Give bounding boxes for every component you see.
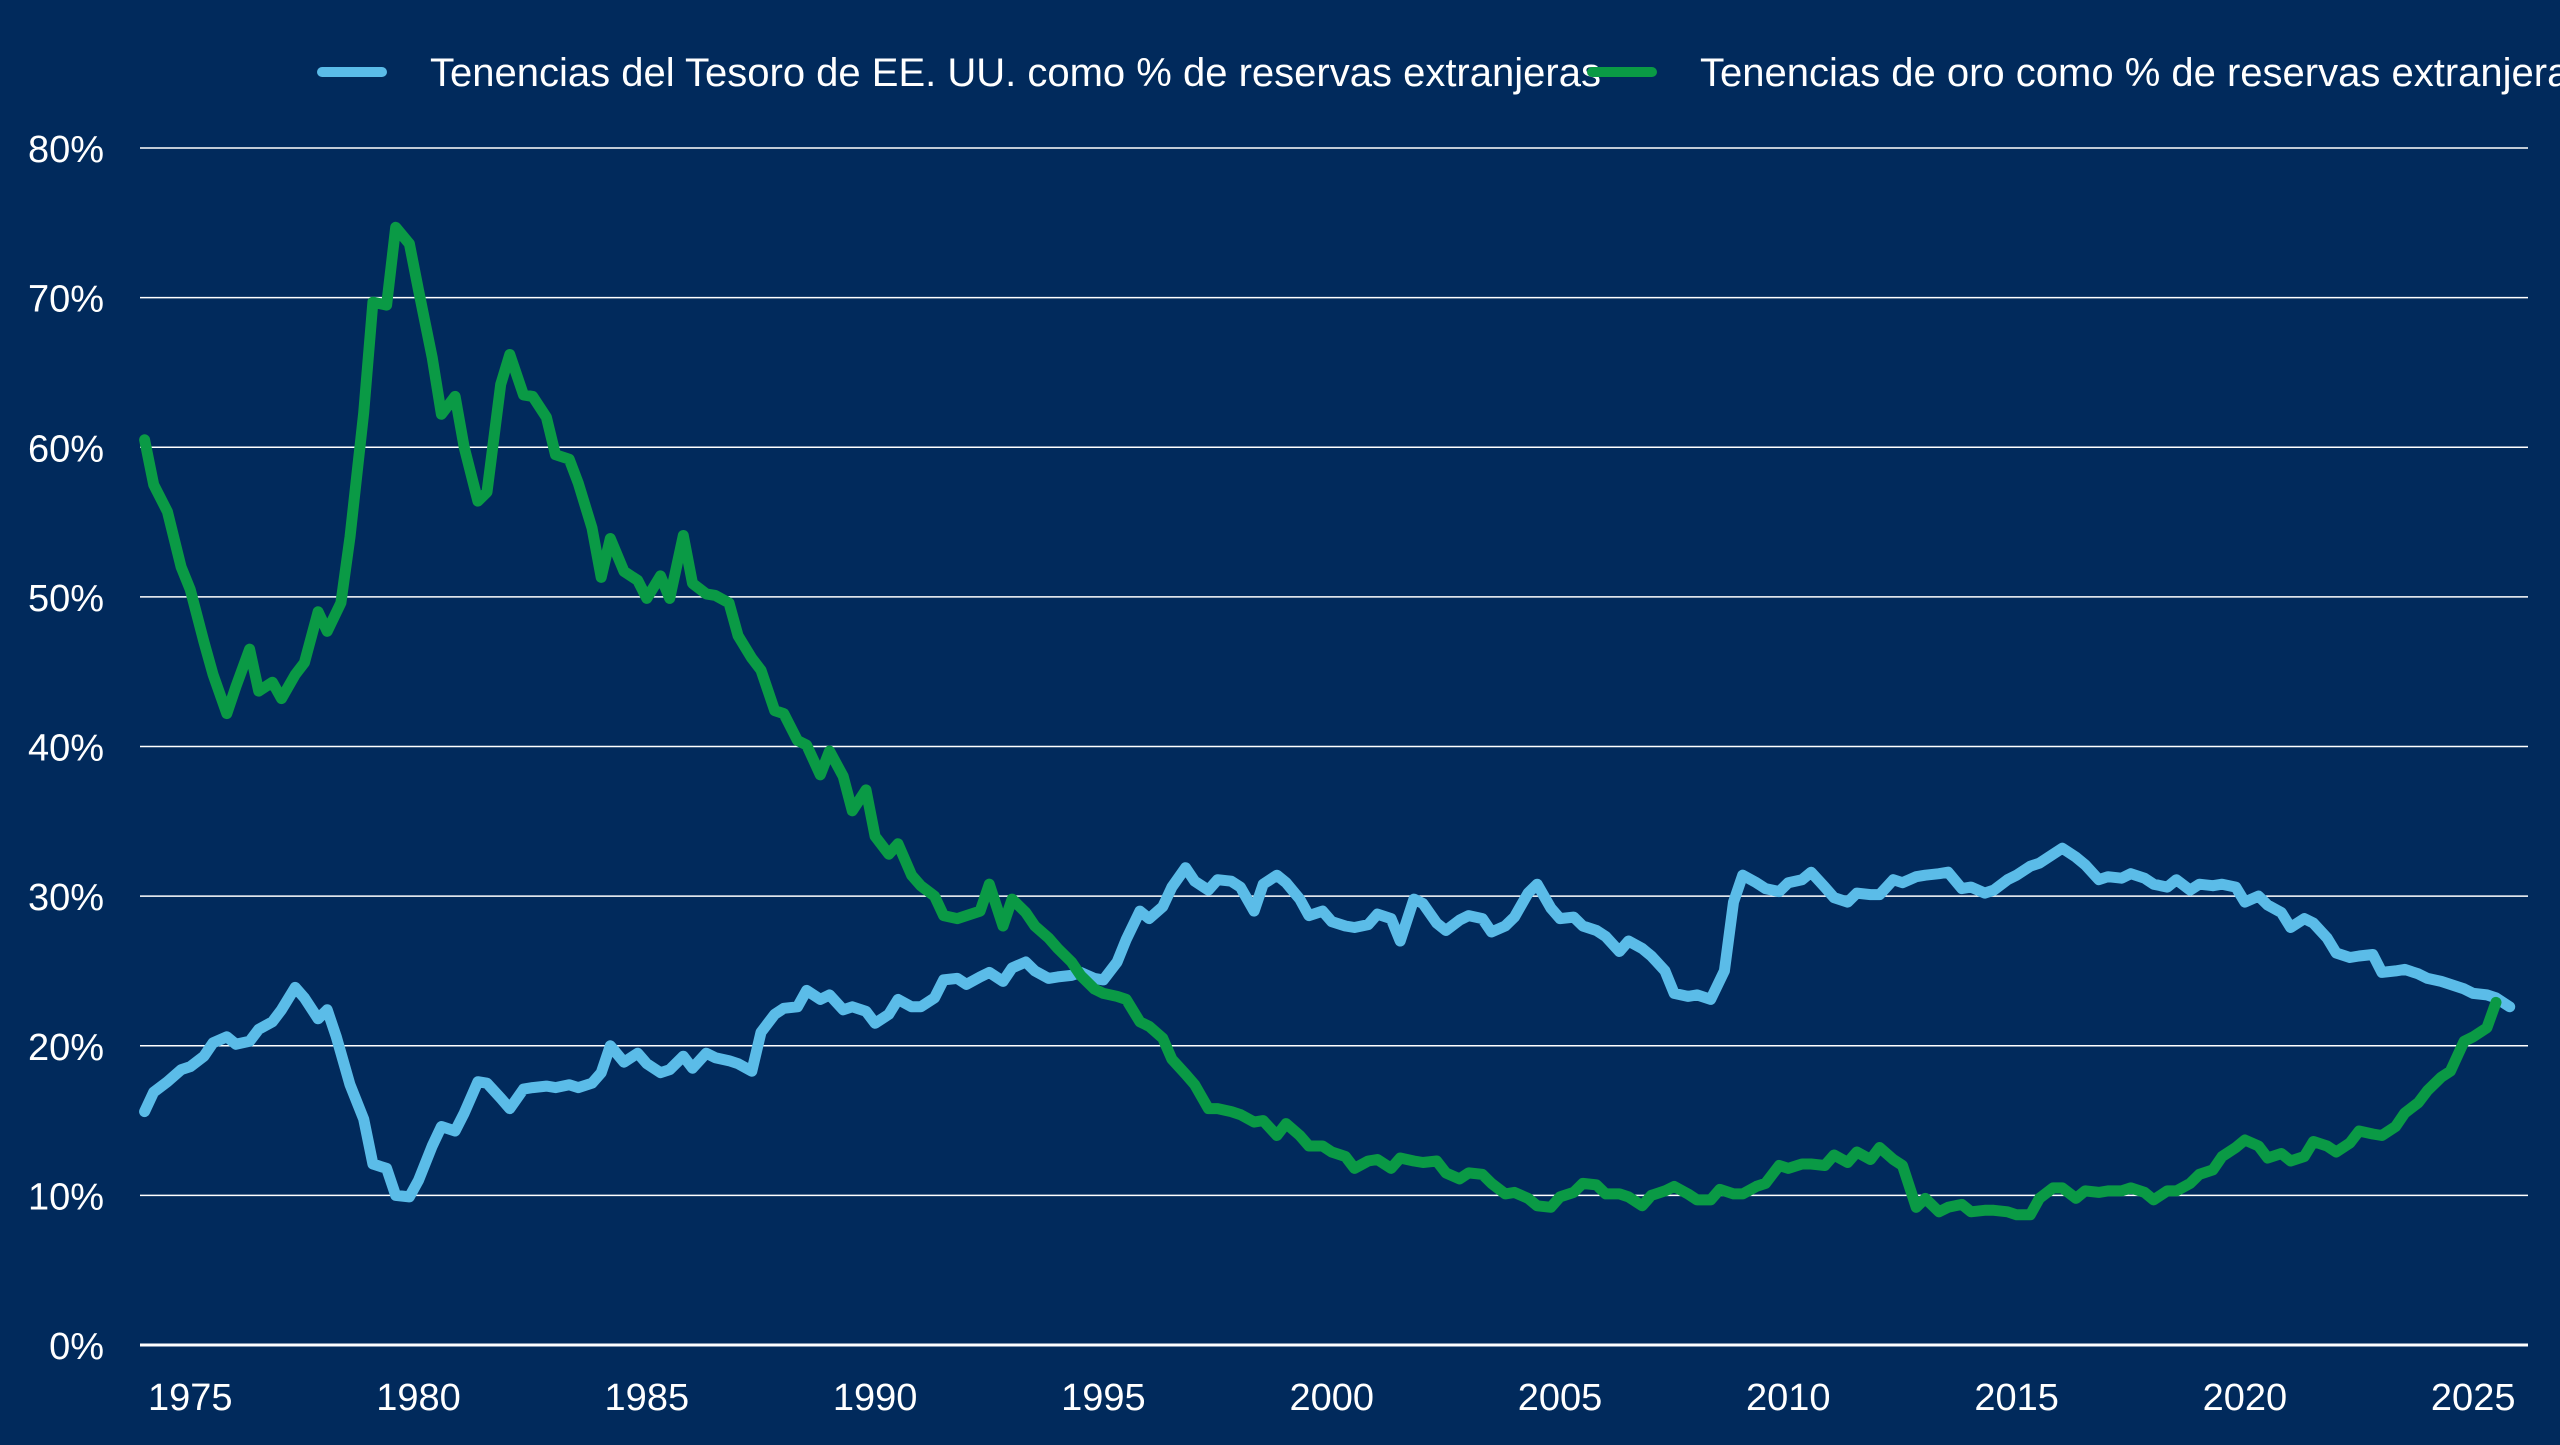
y-tick-label: 60%: [28, 428, 104, 470]
legend-item-gold[interactable]: Tenencias de oro como % de reservas extr…: [1587, 51, 2560, 95]
y-tick-label: 70%: [28, 279, 104, 321]
y-tick-label: 0%: [49, 1326, 104, 1368]
y-tick-label: 40%: [28, 728, 104, 770]
legend-label-treasury: Tenencias del Tesoro de EE. UU. como % d…: [430, 51, 1601, 95]
y-tick-label: 20%: [28, 1027, 104, 1069]
series-line-treasury: [139, 842, 2516, 1203]
x-tick-label: 2000: [1289, 1377, 1374, 1419]
x-tick-label: 2020: [2203, 1377, 2288, 1419]
y-tick-label: 50%: [28, 578, 104, 620]
gridlines: [140, 147, 2528, 1347]
x-tick-label: 1975: [148, 1377, 233, 1419]
x-tick-label: 2015: [1974, 1377, 2059, 1419]
x-tick-label: 2010: [1746, 1377, 1831, 1419]
legend-item-treasury[interactable]: Tenencias del Tesoro de EE. UU. como % d…: [317, 51, 1601, 95]
x-tick-label: 2025: [2431, 1377, 2516, 1419]
y-tick-label: 80%: [28, 129, 104, 171]
legend-label-gold: Tenencias de oro como % de reservas extr…: [1700, 51, 2560, 95]
x-tick-label: 1985: [605, 1377, 690, 1419]
x-tick-label: 2005: [1518, 1377, 1603, 1419]
series-lines: [139, 221, 2516, 1221]
y-tick-label: 30%: [28, 877, 104, 919]
series-line-gold: [139, 221, 2502, 1221]
x-tick-label: 1980: [376, 1377, 461, 1419]
x-axis: 1975 1980 1985 1990 1995 2000 2005 2010 2015 2020…: [148, 1377, 2516, 1419]
legend: Tenencias del Tesoro de EE. UU. como % d…: [317, 51, 2560, 95]
y-axis: 0% 10% 20% 30% 40% 50% 60% 70% 80%: [28, 129, 104, 1368]
y-tick-label: 10%: [28, 1176, 104, 1218]
x-tick-label: 1990: [833, 1377, 918, 1419]
x-tick-label: 1995: [1061, 1377, 1146, 1419]
